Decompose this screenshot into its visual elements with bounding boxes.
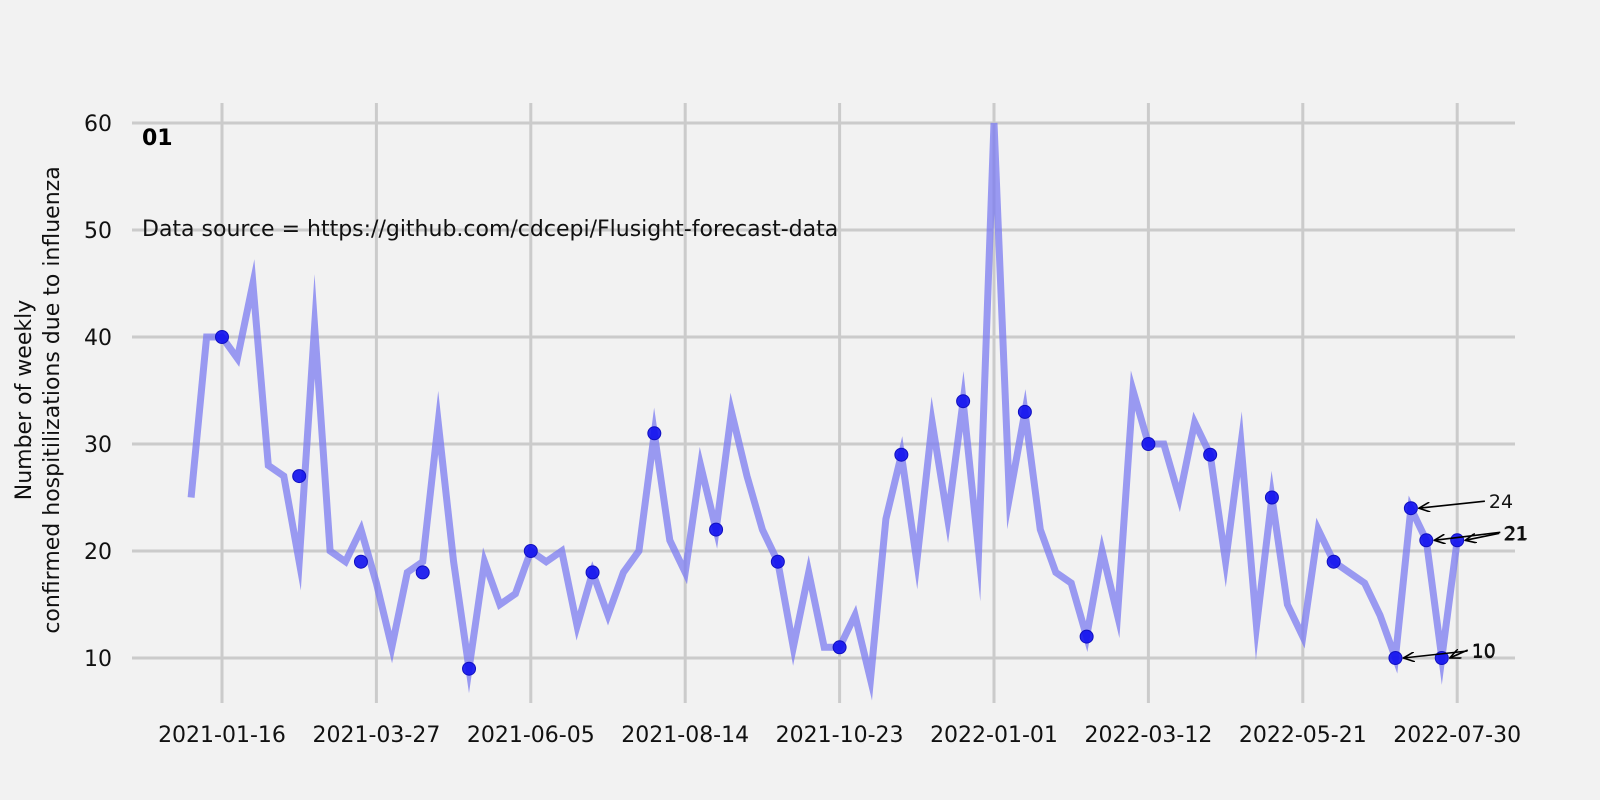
data-point-marker xyxy=(523,544,538,558)
data-point-marker xyxy=(770,554,785,569)
annotation-arrow xyxy=(1419,500,1485,508)
x-tick-label: 2022-01-01 xyxy=(930,723,1058,748)
x-tick-label: 2021-03-27 xyxy=(312,723,440,748)
annotation-label: 10 xyxy=(1471,641,1495,663)
data-point-marker xyxy=(585,565,600,580)
data-point-marker xyxy=(1017,404,1032,419)
x-tick-label: 2022-07-30 xyxy=(1393,723,1521,748)
data-point-marker xyxy=(956,394,971,409)
data-point-marker xyxy=(215,330,229,344)
data-point-marker xyxy=(647,426,662,441)
y-axis-label-line-2: confirmed hospitilizations due to influe… xyxy=(40,166,65,633)
markers-group xyxy=(215,330,1465,676)
data-point-marker xyxy=(894,447,909,462)
x-tick-label: 2021-10-23 xyxy=(776,723,904,748)
data-point-marker xyxy=(292,469,307,484)
annotation-label: 21 xyxy=(1503,523,1527,545)
x-tick-label: 2021-01-16 xyxy=(158,723,286,748)
annotation-label: 21 xyxy=(1504,522,1528,544)
annotation-label: 24 xyxy=(1489,491,1513,513)
y-tick-label: 30 xyxy=(84,433,112,458)
series-line xyxy=(187,122,1461,701)
data-point-marker xyxy=(1203,447,1218,462)
data-point-marker xyxy=(415,565,430,580)
y-axis-label-line-1: Number of weekly xyxy=(12,300,37,501)
data-point-marker xyxy=(709,522,724,537)
series-line-group xyxy=(187,122,1461,701)
x-tick-label: 2021-08-14 xyxy=(621,723,749,748)
data-point-marker xyxy=(1419,533,1434,548)
x-tick-label: 2022-03-12 xyxy=(1084,723,1212,748)
data-source-note: Data source = https://github.com/cdcepi/… xyxy=(142,217,838,242)
y-tick-label: 60 xyxy=(84,112,112,137)
x-axis-ticks: 2021-01-16 2021-03-27 2021-06-05 2021-08-14… xyxy=(158,723,1521,748)
data-point-marker xyxy=(462,661,477,676)
y-axis-label: Number of weekly confirmed hospitilizati… xyxy=(12,166,65,633)
annotation-label: 10 xyxy=(1472,640,1496,662)
panel-label: 01 xyxy=(142,126,173,151)
y-tick-label: 20 xyxy=(84,540,112,565)
data-point-marker xyxy=(353,554,368,569)
data-point-marker xyxy=(1326,554,1341,569)
data-point-marker xyxy=(1079,629,1094,644)
annotation-arrow xyxy=(1465,532,1500,540)
data-point-marker xyxy=(832,640,847,655)
data-point-marker xyxy=(1388,651,1403,665)
data-point-marker xyxy=(1264,490,1279,505)
y-tick-label: 10 xyxy=(84,647,112,672)
y-axis-ticks: 10 20 30 40 50 60 xyxy=(84,112,112,672)
annotation-arrow xyxy=(1450,650,1469,658)
x-tick-label: 2021-06-05 xyxy=(467,723,595,748)
data-point-marker xyxy=(1403,501,1418,516)
data-point-marker xyxy=(1450,533,1465,548)
y-tick-label: 50 xyxy=(84,219,112,244)
data-point-marker xyxy=(1141,437,1156,451)
x-tick-label: 2022-05-21 xyxy=(1239,723,1367,748)
y-tick-label: 40 xyxy=(84,326,112,351)
